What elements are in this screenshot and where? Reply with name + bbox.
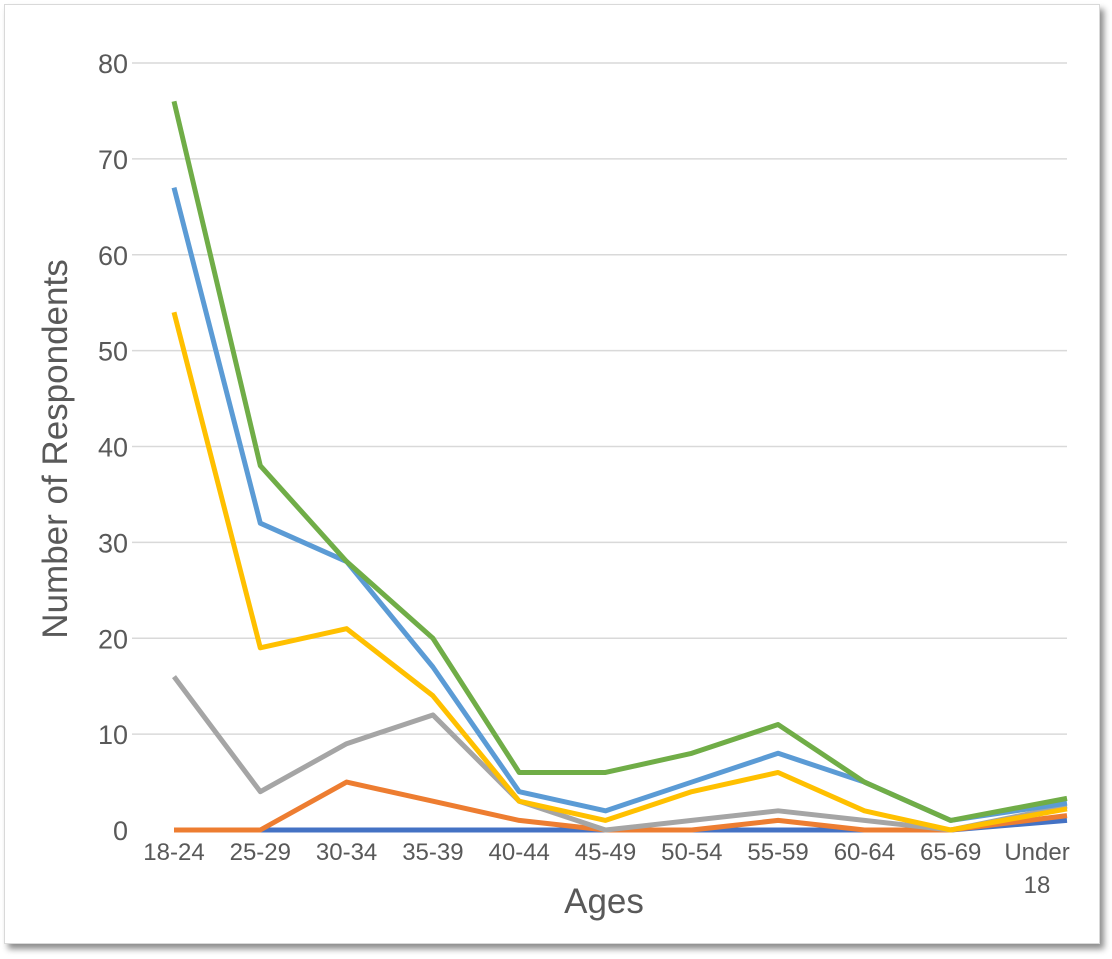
x-tick-label: 60-64 — [834, 839, 895, 866]
y-axis-title: Number of Respondents — [36, 259, 75, 638]
gridlines — [132, 62, 1067, 735]
x-tick-label: 45-49 — [575, 839, 636, 866]
series-line-5 — [171, 187, 1068, 823]
y-tick-label: 40 — [98, 433, 128, 463]
y-tick-label: 0 — [113, 816, 128, 846]
x-tick-label: 50-54 — [661, 839, 722, 866]
series-line-3 — [172, 675, 1068, 833]
x-axis-title: Ages — [564, 882, 644, 921]
y-tick-label: 70 — [98, 145, 128, 175]
y-tick-label: 60 — [98, 241, 128, 271]
series-line-6 — [171, 100, 1068, 823]
y-axis-ticks: 0 10 20 30 40 50 60 70 80 — [98, 49, 128, 846]
x-tick-label: 30-34 — [316, 839, 377, 866]
x-tick-label: 55-59 — [747, 839, 808, 866]
y-tick-label: 20 — [98, 624, 128, 654]
x-axis-ticks: 18-24 25-29 30-34 35-39 40-44 45-49 50-54 55-59… — [143, 839, 1069, 899]
x-tick-label: Under 18 — [1004, 839, 1069, 899]
y-tick-label: 30 — [98, 528, 128, 558]
y-tick-label: 10 — [98, 720, 128, 750]
x-tick-label: 65-69 — [920, 839, 981, 866]
y-tick-label: 50 — [98, 337, 128, 367]
x-tick-label: 18-24 — [143, 839, 204, 866]
series-line-4 — [171, 311, 1068, 833]
series-lines — [171, 100, 1068, 833]
x-tick-label: 35-39 — [402, 839, 463, 866]
x-tick-label: 40-44 — [489, 839, 550, 866]
x-tick-label: 25-29 — [230, 839, 291, 866]
y-tick-label: 80 — [98, 49, 128, 79]
